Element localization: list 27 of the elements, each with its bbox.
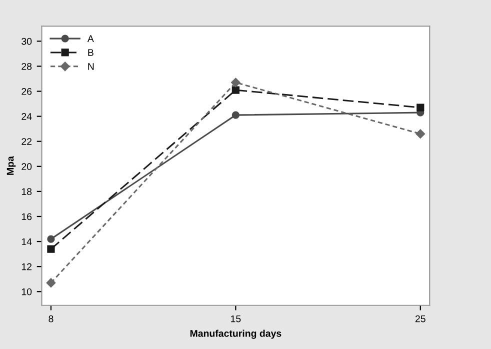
point	[416, 104, 424, 112]
point	[232, 86, 240, 94]
y-axis-title: Mpa	[6, 156, 16, 175]
x-tick-label: 15	[231, 315, 241, 322]
legend-label: N	[88, 63, 94, 70]
y-tick-label: 28	[22, 62, 32, 70]
point	[231, 78, 240, 88]
y-tick-label: 30	[22, 38, 32, 45]
y-tick-label: 22	[22, 138, 32, 145]
x-tick-label: 25	[415, 315, 426, 322]
point	[47, 245, 55, 253]
point	[232, 111, 240, 119]
y-tick-label: 14	[22, 238, 32, 246]
x-axis-title: Manufacturing days	[190, 330, 282, 339]
y-tick-label: 24	[22, 113, 32, 120]
point	[47, 235, 55, 243]
legend-label: B	[88, 49, 94, 56]
x-tick-label: 8	[48, 315, 54, 322]
legend-label: A	[87, 35, 94, 42]
point	[416, 129, 426, 138]
y-tick-label: 12	[22, 263, 32, 270]
point	[46, 278, 56, 288]
y-tick-label: 18	[22, 188, 32, 196]
y-tick-label: 10	[22, 288, 32, 296]
y-tick-label: 26	[22, 88, 32, 95]
y-tick-label: 20	[22, 163, 32, 170]
y-tick-label: 16	[22, 213, 32, 220]
